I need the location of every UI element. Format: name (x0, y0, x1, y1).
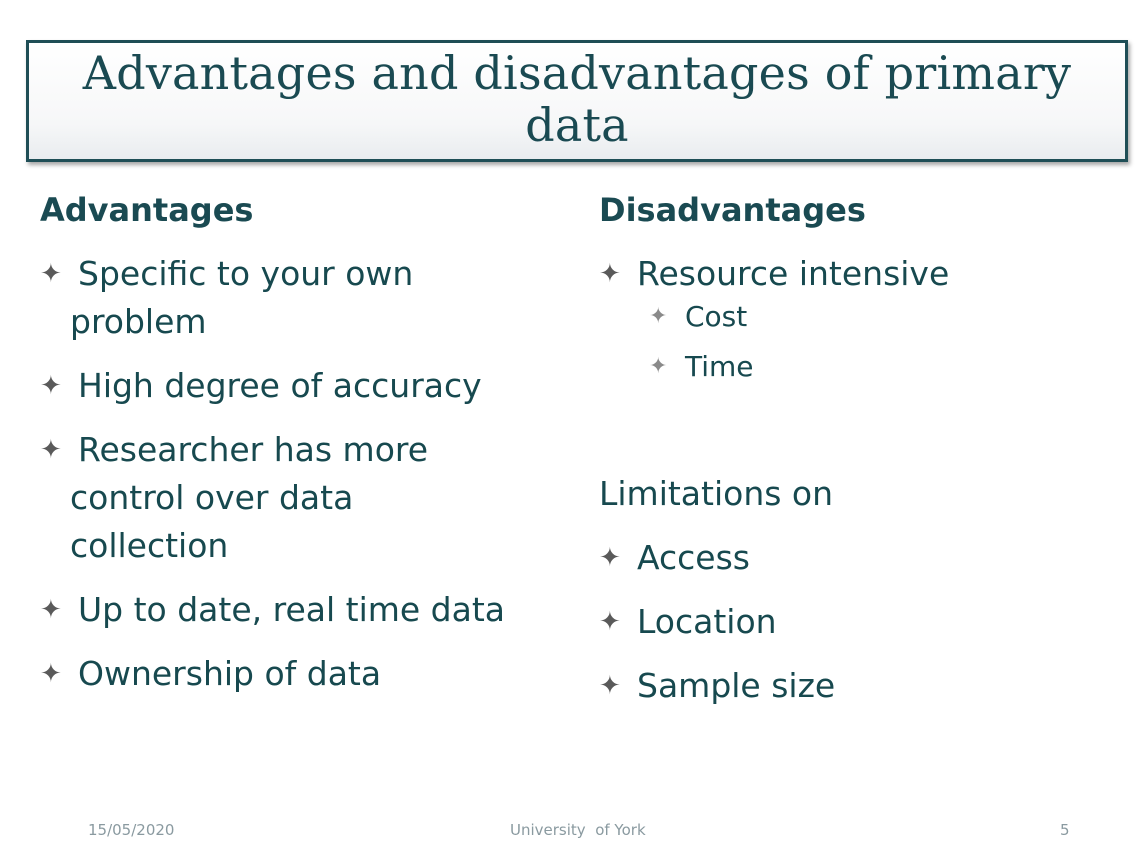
list-item: ✦ Access (599, 534, 1119, 582)
list-item: ✦ High degree of accuracy (40, 362, 570, 410)
title-box: Advantages and disadvantages of primary … (26, 40, 1128, 162)
star-bullet-icon: ✦ (599, 671, 621, 701)
sub-list-item: ✦ Time (599, 342, 1119, 392)
star-bullet-icon: ✦ (649, 304, 668, 329)
sub-list-item: ✦ Cost (599, 292, 1119, 342)
star-bullet-icon: ✦ (599, 259, 621, 289)
list-item: ✦ Resource intensive (599, 250, 1119, 298)
slide-title-line1: Advantages and disadvantages of primary (82, 46, 1072, 100)
list-item-text: Researcher has more (78, 430, 429, 469)
star-bullet-icon: ✦ (40, 435, 62, 465)
advantages-heading: Advantages (40, 191, 254, 229)
sub-list-item-text: Cost (685, 300, 748, 333)
star-bullet-icon: ✦ (649, 354, 668, 379)
list-item-text: Sample size (637, 666, 836, 705)
list-item-text: Up to date, real time data (78, 590, 506, 629)
list-item-text: control over data (70, 478, 354, 517)
limitations-list: ✦ Access ✦ Location ✦ Sample size (599, 534, 1119, 710)
list-item-text: collection (70, 526, 229, 565)
list-item-text: Specific to your own (78, 254, 414, 293)
list-item: ✦ Specific to your own problem (40, 250, 570, 346)
star-bullet-icon: ✦ (40, 259, 62, 289)
disadvantages-heading: Disadvantages (599, 191, 866, 229)
list-item: ✦ Ownership of data (40, 650, 570, 698)
sub-list-item-text: Time (685, 350, 754, 383)
advantages-list: ✦ Specific to your own problem ✦ High de… (40, 250, 570, 698)
list-item: ✦ Location (599, 598, 1119, 646)
star-bullet-icon: ✦ (40, 371, 62, 401)
list-item: ✦ Researcher has more control over data … (40, 426, 570, 570)
star-bullet-icon: ✦ (599, 543, 621, 573)
resource-sublist: ✦ Cost ✦ Time (599, 292, 1119, 392)
list-item-text: High degree of accuracy (78, 366, 482, 405)
list-item-text: problem (70, 302, 207, 341)
footer-date: 15/05/2020 (88, 821, 175, 839)
list-item: ✦ Sample size (599, 662, 1119, 710)
disadvantages-list: ✦ Resource intensive (599, 250, 1119, 298)
list-item-text: Access (637, 538, 750, 577)
footer-organization: University of York (510, 821, 646, 839)
star-bullet-icon: ✦ (40, 659, 62, 689)
list-item-text: Resource intensive (637, 254, 950, 293)
star-bullet-icon: ✦ (40, 595, 62, 625)
slide-number: 5 (1060, 821, 1070, 839)
slide-title-line2: data (525, 98, 629, 152)
list-item-text: Ownership of data (78, 654, 382, 693)
star-bullet-icon: ✦ (599, 607, 621, 637)
list-item-text: Location (637, 602, 777, 641)
list-item: ✦ Up to date, real time data (40, 586, 570, 634)
limitations-label: Limitations on (599, 474, 834, 513)
advantages-column: Advantages ✦ Specific to your own proble… (40, 188, 570, 714)
disadvantages-column: Disadvantages ✦ Resource intensive ✦ Cos… (599, 188, 1119, 726)
